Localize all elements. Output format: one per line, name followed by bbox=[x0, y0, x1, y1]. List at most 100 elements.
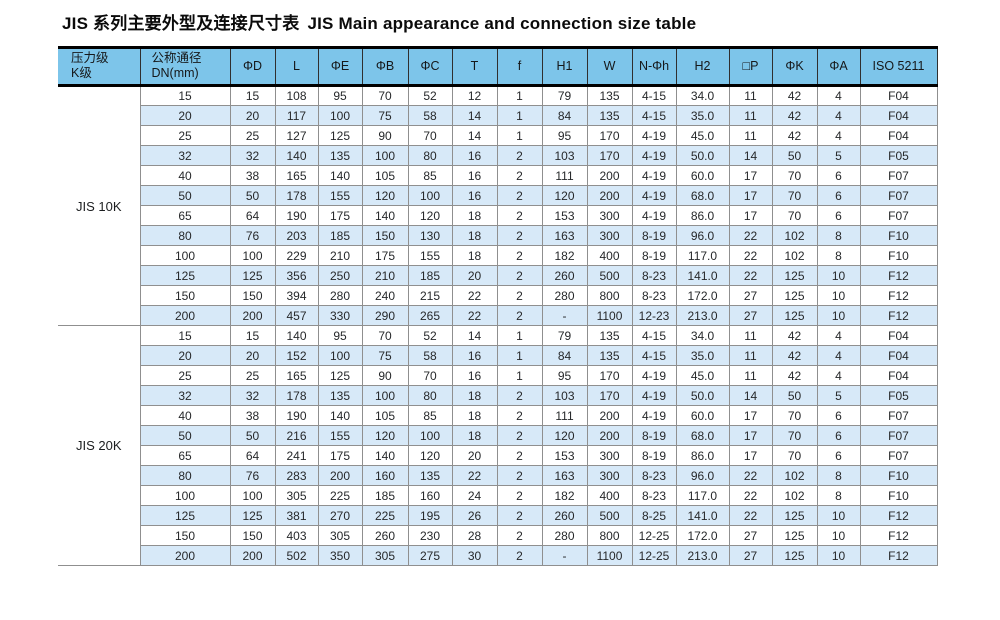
table-cell: 182 bbox=[541, 245, 588, 266]
table-cell: 35.0 bbox=[675, 345, 730, 366]
table-cell: 76 bbox=[229, 225, 276, 246]
table-cell: 10 bbox=[816, 285, 861, 306]
table-cell: F04 bbox=[859, 365, 938, 386]
table-cell: 200 bbox=[139, 305, 231, 326]
table-cell: 11 bbox=[728, 345, 773, 366]
column-header: ΦA bbox=[816, 47, 861, 87]
table-cell: 125 bbox=[229, 265, 276, 286]
table-cell: 150 bbox=[139, 525, 231, 546]
table-cell: 403 bbox=[274, 525, 319, 546]
table-cell: 100 bbox=[407, 185, 453, 206]
table-cell: 8-19 bbox=[631, 225, 677, 246]
table-cell: 2 bbox=[496, 485, 543, 506]
table-cell: 2 bbox=[496, 225, 543, 246]
column-header: H1 bbox=[541, 47, 588, 87]
table-cell: 17 bbox=[728, 445, 773, 466]
table-cell: F05 bbox=[859, 385, 938, 406]
table-cell: 22 bbox=[451, 305, 498, 326]
table-cell: 102 bbox=[771, 245, 818, 266]
table-cell: 190 bbox=[274, 205, 319, 226]
table-cell: 163 bbox=[541, 465, 588, 486]
table-cell: 120 bbox=[361, 185, 409, 206]
table-cell: 125 bbox=[771, 265, 818, 286]
table-cell: 22 bbox=[728, 245, 773, 266]
table-cell: 2 bbox=[496, 445, 543, 466]
table-cell: 203 bbox=[274, 225, 319, 246]
table-cell: 175 bbox=[317, 205, 363, 226]
table-cell: 2 bbox=[496, 405, 543, 426]
table-cell: 18 bbox=[451, 385, 498, 406]
table-cell: 125 bbox=[771, 525, 818, 546]
table-cell: 17 bbox=[728, 185, 773, 206]
table-cell: 800 bbox=[586, 525, 633, 546]
table-cell: 32 bbox=[139, 385, 231, 406]
table-cell: 155 bbox=[317, 425, 363, 446]
table-cell: 8 bbox=[816, 245, 861, 266]
table-cell: F10 bbox=[859, 465, 938, 486]
column-header: ΦC bbox=[407, 47, 453, 87]
table-row: 32 32 140 135 100 80 16 2 103 170 4-19 50.0 14 50 5 F05 bbox=[58, 145, 938, 166]
table-cell: 280 bbox=[317, 285, 363, 306]
table-cell: 150 bbox=[229, 525, 276, 546]
table-cell: 25 bbox=[229, 125, 276, 146]
table-row: 40 38 190 140 105 85 18 2 111 200 4-19 60.0 17 70 6 F07 bbox=[58, 405, 938, 426]
table-cell: F07 bbox=[859, 425, 938, 446]
table-cell: 2 bbox=[496, 245, 543, 266]
table-cell: - bbox=[541, 305, 588, 326]
table-cell: 68.0 bbox=[675, 425, 730, 446]
table-cell: 40 bbox=[139, 405, 231, 426]
table-cell: 130 bbox=[407, 225, 453, 246]
table-cell: F12 bbox=[859, 285, 938, 306]
table-cell: 100 bbox=[229, 245, 276, 266]
table-cell: 12-23 bbox=[631, 305, 677, 326]
table-cell: 18 bbox=[451, 205, 498, 226]
table-cell: 95 bbox=[541, 365, 588, 386]
table-cell: 200 bbox=[229, 545, 276, 566]
table-cell: 35.0 bbox=[675, 105, 730, 126]
table-cell: 17 bbox=[728, 165, 773, 186]
table-cell: 125 bbox=[771, 505, 818, 526]
table-cell: 1 bbox=[496, 85, 543, 106]
table-cell: 200 bbox=[586, 425, 633, 446]
table-cell: 65 bbox=[139, 445, 231, 466]
table-body: JIS 10K 15 15 108 95 70 52 12 1 79 135 4-15 34.0 11 42… bbox=[58, 85, 938, 566]
table-cell: 150 bbox=[361, 225, 409, 246]
table-row: 32 32 178 135 100 80 18 2 103 170 4-19 50.0 14 50 5 F05 bbox=[58, 385, 938, 406]
table-cell: 18 bbox=[451, 225, 498, 246]
table-cell: 40 bbox=[139, 165, 231, 186]
table-cell: 8-19 bbox=[631, 445, 677, 466]
table-cell: 330 bbox=[317, 305, 363, 326]
table-cell: 4-19 bbox=[631, 125, 677, 146]
table-cell: 152 bbox=[274, 345, 319, 366]
table-cell: 155 bbox=[407, 245, 453, 266]
table-row: 65 64 241 175 140 120 20 2 153 300 8-19 86.0 17 70 6 F0… bbox=[58, 445, 938, 466]
table-cell: 32 bbox=[139, 145, 231, 166]
table-cell: 1 bbox=[496, 365, 543, 386]
table-cell: 11 bbox=[728, 125, 773, 146]
table-cell: 125 bbox=[771, 305, 818, 326]
table-cell: 210 bbox=[317, 245, 363, 266]
table-cell: 4 bbox=[816, 325, 861, 346]
table-cell: 96.0 bbox=[675, 465, 730, 486]
table-cell: 12 bbox=[451, 85, 498, 106]
table-cell: 22 bbox=[451, 465, 498, 486]
table-cell: 42 bbox=[771, 105, 818, 126]
table-cell: 135 bbox=[586, 105, 633, 126]
table-cell: F04 bbox=[859, 85, 938, 106]
table-cell: 100 bbox=[407, 425, 453, 446]
table-cell: 10 bbox=[816, 545, 861, 566]
table-cell: 117.0 bbox=[675, 485, 730, 506]
table-cell: F10 bbox=[859, 245, 938, 266]
table-cell: 6 bbox=[816, 445, 861, 466]
table-cell: 85 bbox=[407, 405, 453, 426]
table-cell: 50 bbox=[771, 385, 818, 406]
table-cell: 16 bbox=[451, 345, 498, 366]
table-cell: 140 bbox=[317, 165, 363, 186]
table-cell: 135 bbox=[586, 325, 633, 346]
table-cell: 4-19 bbox=[631, 165, 677, 186]
table-cell: 2 bbox=[496, 385, 543, 406]
table-cell: 60.0 bbox=[675, 405, 730, 426]
table-row: 25 25 127 125 90 70 14 1 95 170 4-19 45.0 11 42 4 F04 bbox=[58, 125, 938, 146]
table-cell: 280 bbox=[541, 525, 588, 546]
table-cell: 250 bbox=[317, 265, 363, 286]
